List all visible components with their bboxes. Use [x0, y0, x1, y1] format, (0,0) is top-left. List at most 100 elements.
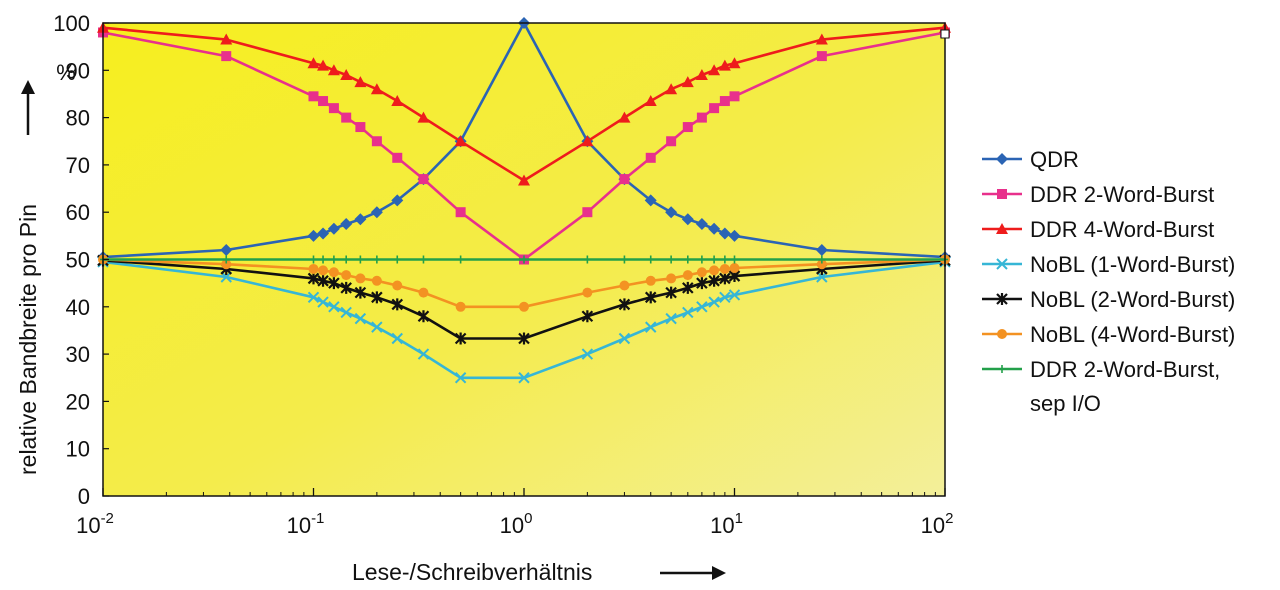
data-point	[317, 296, 329, 308]
data-point	[696, 112, 707, 123]
data-point	[665, 286, 677, 299]
x-tick-base: 10	[710, 513, 734, 538]
data-point	[619, 280, 630, 291]
data-point	[417, 348, 430, 360]
x-tick-exponent: 1	[735, 510, 743, 527]
data-point	[581, 348, 594, 360]
data-point	[708, 222, 721, 235]
series-group	[97, 21, 951, 186]
data-point	[370, 206, 383, 219]
data-point	[581, 310, 594, 323]
data-point	[582, 207, 593, 218]
data-point	[645, 275, 656, 286]
data-point	[996, 258, 1008, 270]
data-point	[454, 135, 467, 147]
y-tick-label: 70	[66, 153, 90, 178]
data-point	[618, 332, 631, 345]
data-point	[729, 91, 740, 102]
data-point	[518, 332, 530, 345]
y-axis-arrow	[21, 80, 35, 135]
data-point	[307, 229, 320, 242]
data-point	[645, 152, 656, 163]
data-point	[371, 275, 382, 286]
data-point	[666, 273, 677, 284]
legend-label: DDR 2-Word-Burst	[1030, 182, 1214, 207]
data-point	[328, 103, 339, 114]
data-point	[330, 255, 337, 264]
data-point	[818, 255, 825, 264]
x-tick-label: 102	[921, 510, 954, 538]
x-tick-exponent: 2	[945, 510, 953, 527]
data-point	[584, 255, 591, 264]
data-point	[307, 272, 320, 285]
data-point	[695, 218, 708, 231]
data-point	[728, 57, 741, 69]
data-point	[417, 310, 430, 323]
y-tick-label: 20	[66, 389, 90, 414]
data-point	[221, 51, 232, 62]
data-point	[621, 255, 628, 264]
data-point	[317, 274, 329, 287]
x-tick-label: 100	[500, 510, 533, 538]
legend-label: QDR	[1030, 147, 1079, 172]
data-point	[709, 265, 720, 276]
data-point	[341, 112, 352, 123]
data-point	[340, 306, 352, 319]
data-point	[328, 267, 339, 278]
y-unit-label: %	[56, 60, 76, 85]
data-point	[695, 69, 708, 81]
x-tick-exponent: -2	[101, 510, 114, 527]
data-point	[317, 59, 330, 71]
data-point	[728, 289, 741, 301]
data-point	[420, 255, 427, 264]
data-point	[455, 207, 466, 218]
data-point	[371, 136, 382, 147]
data-point	[696, 277, 708, 290]
data-point	[644, 95, 657, 107]
data-point	[355, 273, 366, 284]
y-tick-label: 60	[66, 200, 90, 225]
series-group	[98, 254, 950, 312]
data-point	[220, 33, 233, 45]
data-point	[455, 301, 466, 312]
x-tick-base: 10	[76, 513, 100, 538]
x-tick-exponent: 0	[524, 510, 532, 527]
data-point	[328, 277, 340, 290]
legend-label: NoBL (2-Word-Burst)	[1030, 287, 1235, 312]
data-point	[454, 332, 467, 345]
data-point	[696, 267, 707, 278]
data-point	[341, 270, 352, 281]
data-point	[718, 227, 731, 240]
data-point	[391, 194, 404, 207]
data-point	[354, 286, 367, 299]
data-point	[681, 76, 694, 88]
data-point	[997, 329, 1007, 339]
data-point	[391, 332, 403, 345]
data-point	[308, 263, 319, 274]
data-point	[815, 33, 828, 45]
data-point	[816, 51, 827, 62]
data-point	[371, 291, 383, 304]
frame-corner-marker	[940, 29, 950, 39]
data-point	[816, 259, 827, 270]
y-tick-label: 80	[66, 106, 90, 131]
data-point	[644, 291, 657, 304]
data-point	[996, 223, 1008, 234]
data-point	[392, 280, 403, 291]
x-tick-label: 10-2	[76, 510, 114, 538]
data-point	[728, 229, 741, 242]
data-point	[647, 255, 654, 264]
data-point	[618, 298, 631, 311]
data-point	[223, 255, 230, 264]
data-point	[328, 301, 340, 313]
legend-label: NoBL (4-Word-Burst)	[1030, 322, 1235, 347]
data-point	[996, 153, 1008, 165]
data-point	[719, 272, 731, 285]
data-point	[221, 259, 232, 270]
data-point	[644, 194, 657, 207]
y-tick-label: 30	[66, 342, 90, 367]
data-point	[354, 312, 367, 325]
legend-label-line: sep I/O	[1030, 391, 1101, 416]
x-axis-arrow	[660, 566, 726, 580]
series-group	[100, 255, 948, 264]
